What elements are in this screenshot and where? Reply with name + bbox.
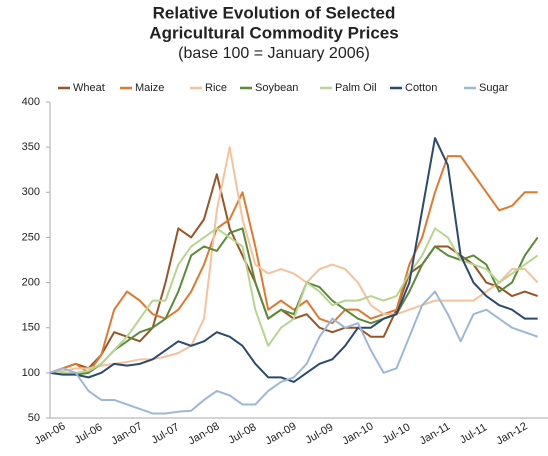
x-tick-label: Jul-08 [226,421,258,446]
chart-title: Relative Evolution of Selected [153,3,396,22]
y-tick-label: 100 [22,367,40,379]
x-tick-label: Jul-10 [380,421,412,446]
x-tick-label: Jul-09 [303,421,335,446]
x-tick-label: Jan-07 [109,420,144,447]
series-line [50,227,539,376]
x-tick-label: Jan-06 [32,420,67,447]
x-tick-label: Jan-08 [186,420,221,447]
y-tick-label: 200 [22,276,40,288]
series-line [50,227,539,374]
legend-label: Wheat [73,82,105,94]
y-tick-label: 150 [22,322,40,334]
legend-label: Maize [135,82,164,94]
x-tick-label: Jan-10 [340,420,375,447]
y-tick-label: 350 [22,141,40,153]
x-tick-label: Jan-12 [494,420,529,447]
x-tick-label: Jan-09 [263,420,298,447]
x-tick-label: Jul-11 [458,421,489,446]
series-line [49,137,538,383]
y-tick-label: 250 [22,231,40,243]
legend-label: Palm Oil [335,82,377,94]
x-tick-label: Jul-06 [72,421,104,446]
series-line [49,146,539,374]
y-tick-label: 300 [22,186,40,198]
legend-label: Soybean [255,82,298,94]
y-tick-label: 400 [22,96,40,108]
y-tick-label: 50 [28,412,40,424]
series-line [49,290,538,415]
x-tick-label: Jan-11 [418,421,452,448]
series-line [49,155,538,374]
chart-subtitle: (base 100 = January 2006) [178,45,370,62]
chart-title: Agricultural Commodity Prices [149,23,398,42]
legend-label: Rice [205,82,227,94]
x-tick-label: Jul-07 [149,421,181,446]
legend-label: Cotton [405,82,437,94]
legend-label: Sugar [479,82,509,94]
